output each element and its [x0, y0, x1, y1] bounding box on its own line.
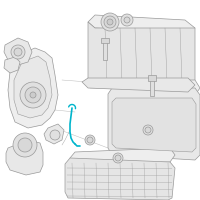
Polygon shape: [112, 98, 196, 152]
Circle shape: [124, 17, 130, 23]
Polygon shape: [82, 78, 195, 92]
Polygon shape: [148, 75, 156, 81]
Polygon shape: [8, 48, 58, 128]
Polygon shape: [65, 158, 175, 200]
Polygon shape: [14, 56, 52, 118]
Circle shape: [101, 13, 119, 31]
Polygon shape: [44, 124, 64, 144]
Polygon shape: [101, 38, 109, 43]
Polygon shape: [103, 42, 107, 60]
Circle shape: [145, 127, 151, 133]
Circle shape: [50, 130, 60, 140]
Polygon shape: [6, 140, 43, 175]
Circle shape: [121, 14, 133, 26]
Polygon shape: [4, 38, 32, 65]
Circle shape: [14, 48, 22, 56]
Polygon shape: [108, 88, 200, 160]
Polygon shape: [112, 80, 200, 95]
Circle shape: [113, 153, 123, 163]
Polygon shape: [70, 148, 175, 165]
Circle shape: [30, 92, 36, 98]
Polygon shape: [88, 15, 195, 32]
Circle shape: [18, 138, 32, 152]
Circle shape: [143, 125, 153, 135]
Circle shape: [85, 135, 95, 145]
Circle shape: [25, 87, 41, 103]
Circle shape: [87, 137, 93, 143]
Polygon shape: [88, 22, 195, 86]
Polygon shape: [150, 80, 154, 96]
Polygon shape: [4, 57, 20, 73]
Circle shape: [115, 155, 121, 161]
Circle shape: [107, 19, 113, 25]
Circle shape: [11, 45, 25, 59]
Circle shape: [104, 16, 116, 28]
Circle shape: [13, 133, 37, 157]
Circle shape: [20, 82, 46, 108]
